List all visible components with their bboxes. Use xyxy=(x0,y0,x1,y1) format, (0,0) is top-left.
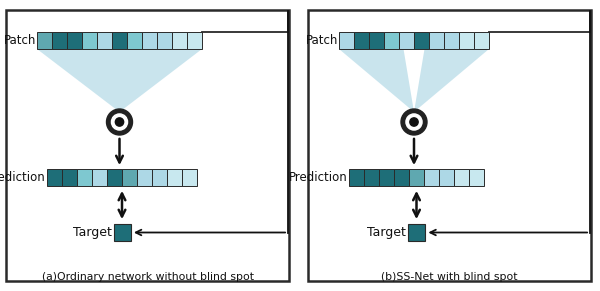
Bar xyxy=(47,169,62,186)
Bar xyxy=(454,169,469,186)
Text: Prediction: Prediction xyxy=(289,171,348,184)
Bar xyxy=(127,32,142,49)
Bar xyxy=(107,169,122,186)
Bar xyxy=(459,32,474,49)
Bar xyxy=(77,169,92,186)
Bar xyxy=(97,32,112,49)
Text: (b)SS-Net with blind spot: (b)SS-Net with blind spot xyxy=(381,272,518,282)
Bar xyxy=(408,224,425,241)
Text: Patch: Patch xyxy=(4,34,36,47)
Bar xyxy=(384,32,399,49)
Bar xyxy=(424,169,439,186)
Bar xyxy=(369,32,384,49)
Circle shape xyxy=(112,114,128,130)
Bar xyxy=(92,169,107,186)
Bar xyxy=(444,32,459,49)
Bar xyxy=(113,224,131,241)
Bar xyxy=(37,32,52,49)
Bar xyxy=(308,10,591,281)
Bar xyxy=(142,32,157,49)
Bar xyxy=(182,169,197,186)
Bar xyxy=(409,169,424,186)
Bar xyxy=(152,169,167,186)
Bar xyxy=(112,32,127,49)
Bar xyxy=(157,32,172,49)
Bar xyxy=(364,169,379,186)
Text: Prediction: Prediction xyxy=(0,171,46,184)
Bar xyxy=(82,32,97,49)
Polygon shape xyxy=(339,49,489,112)
Bar xyxy=(349,169,364,186)
Bar xyxy=(122,169,137,186)
Bar xyxy=(429,32,444,49)
Circle shape xyxy=(115,118,124,126)
Bar xyxy=(474,32,489,49)
Bar xyxy=(172,32,187,49)
Bar xyxy=(187,32,202,49)
Polygon shape xyxy=(409,49,419,110)
Text: Target: Target xyxy=(73,226,112,239)
Bar xyxy=(167,169,182,186)
Bar xyxy=(469,169,484,186)
Circle shape xyxy=(401,109,427,135)
Bar xyxy=(379,169,394,186)
Bar xyxy=(339,32,354,49)
Bar xyxy=(414,32,429,49)
Bar xyxy=(137,169,152,186)
Text: Patch: Patch xyxy=(305,34,338,47)
Bar xyxy=(439,169,454,186)
Bar xyxy=(52,32,67,49)
Text: (a)Ordinary network without blind spot: (a)Ordinary network without blind spot xyxy=(41,272,254,282)
Polygon shape xyxy=(37,49,202,112)
Bar xyxy=(62,169,77,186)
Circle shape xyxy=(107,109,133,135)
Bar xyxy=(6,10,289,281)
Text: Target: Target xyxy=(367,226,406,239)
Circle shape xyxy=(406,114,422,130)
Polygon shape xyxy=(404,49,425,111)
Bar xyxy=(354,32,369,49)
Circle shape xyxy=(410,118,418,126)
Bar xyxy=(67,32,82,49)
Bar xyxy=(394,169,409,186)
Bar xyxy=(399,32,414,49)
